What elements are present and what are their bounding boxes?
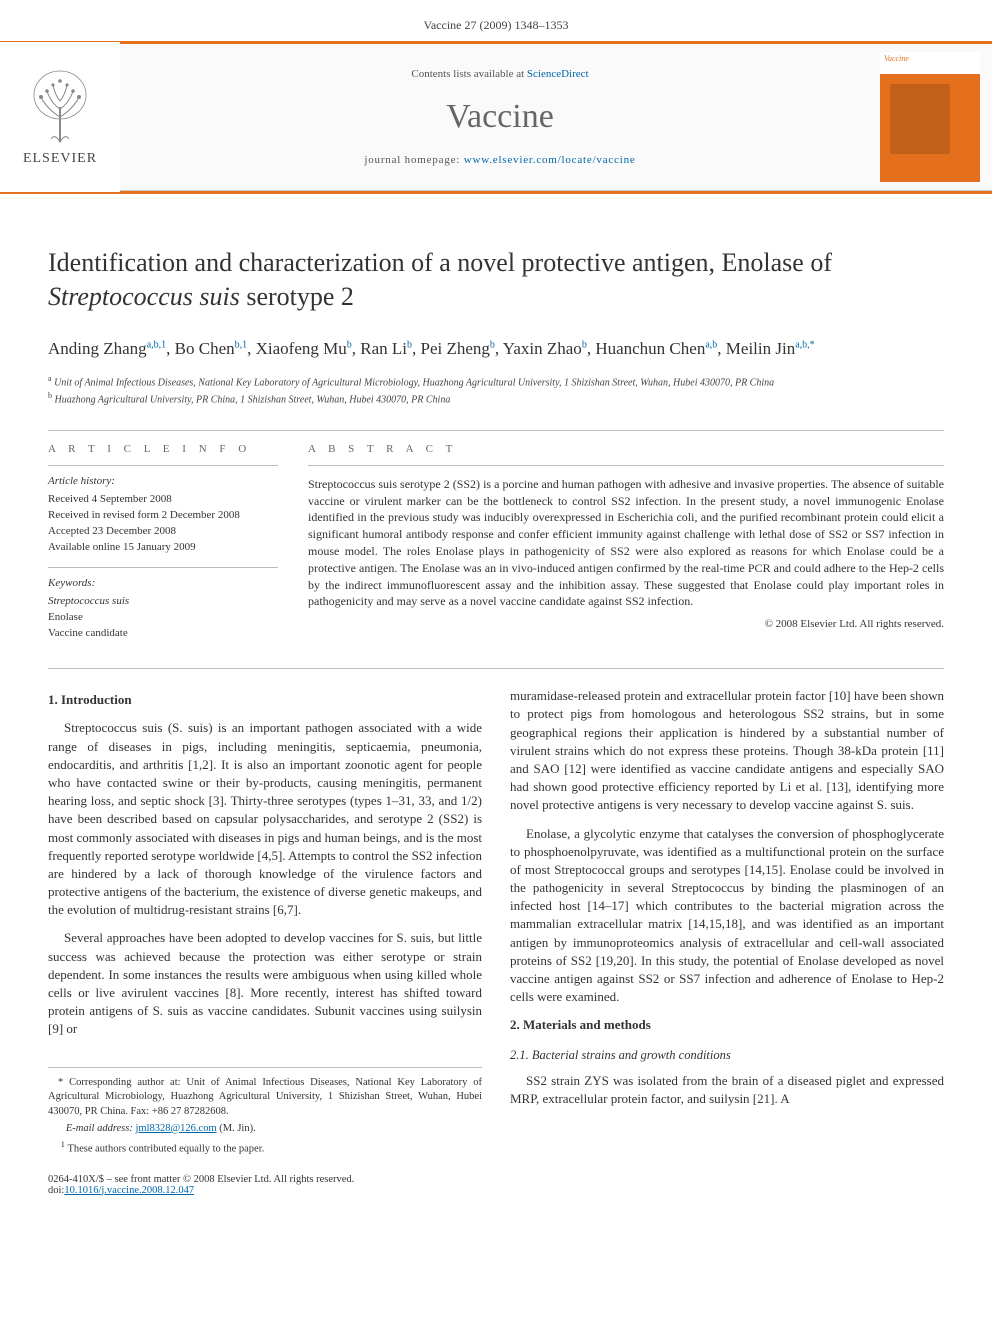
abstract-heading: A B S T R A C T <box>308 443 944 455</box>
article-title: Identification and characterization of a… <box>0 194 992 322</box>
abstract-copyright: © 2008 Elsevier Ltd. All rights reserved… <box>308 618 944 630</box>
author-name: Bo Chen <box>175 339 235 358</box>
author-aff: b <box>407 339 412 350</box>
column-right: muramidase-released protein and extracel… <box>510 687 944 1159</box>
equal-text: These authors contributed equally to the… <box>67 1144 264 1155</box>
info-rule <box>48 465 278 466</box>
col2-paragraph-2: Enolase, a glycolytic enzyme that cataly… <box>510 825 944 1007</box>
title-species-italic: Streptococcus suis <box>48 282 240 311</box>
author-name: Yaxin Zhao <box>503 339 582 358</box>
methods-paragraph-1: SS2 strain ZYS was isolated from the bra… <box>510 1072 944 1108</box>
abstract-block: A B S T R A C T Streptococcus suis serot… <box>308 443 944 654</box>
author-aff: b <box>582 339 587 350</box>
author: Yaxin Zhaob <box>503 339 587 358</box>
history-label: Article history: <box>48 474 278 490</box>
article-info-heading: A R T I C L E I N F O <box>48 443 278 455</box>
homepage-prefix: journal homepage: <box>364 154 463 166</box>
section-heading-introduction: 1. Introduction <box>48 691 482 709</box>
footnote-equal-contrib: 1 These authors contributed equally to t… <box>48 1138 482 1157</box>
author-name: Ran Li <box>360 339 407 358</box>
history-revised: Received in revised form 2 December 2008 <box>48 508 278 524</box>
keyword: Vaccine candidate <box>48 626 278 642</box>
affiliation-text: Unit of Animal Infectious Diseases, Nati… <box>54 377 774 388</box>
publisher-name: ELSEVIER <box>23 151 97 167</box>
footnote-corresponding: * Corresponding author at: Unit of Anima… <box>48 1076 482 1120</box>
rule-below-abstract <box>48 668 944 669</box>
col2-paragraph-1: muramidase-released protein and extracel… <box>510 687 944 814</box>
author-aff: b <box>490 339 495 350</box>
author: Xiaofeng Mub <box>256 339 352 358</box>
body-two-column: 1. Introduction Streptococcus suis (S. s… <box>0 687 992 1159</box>
contents-prefix: Contents lists available at <box>411 68 526 80</box>
doi-label: doi: <box>48 1185 64 1196</box>
author-aff: a,b <box>705 339 717 350</box>
info-rule <box>48 567 278 568</box>
article-info-block: A R T I C L E I N F O Article history: R… <box>48 443 278 654</box>
footnote-email: E-mail address: jml8328@126.com (M. Jin)… <box>48 1122 482 1137</box>
affiliation-b: b Huazhong Agricultural University, PR C… <box>48 390 944 407</box>
intro-paragraph-2: Several approaches have been adopted to … <box>48 929 482 1038</box>
keyword: Streptococcus suis <box>48 594 278 610</box>
journal-homepage-line: journal homepage: www.elsevier.com/locat… <box>120 154 880 166</box>
doi-link[interactable]: 10.1016/j.vaccine.2008.12.047 <box>64 1185 194 1196</box>
article-history: Article history: Received 4 September 20… <box>48 474 278 556</box>
footer-price-line: 0264-410X/$ – see front matter © 2008 El… <box>48 1174 944 1185</box>
affiliations: a Unit of Animal Infectious Diseases, Na… <box>0 367 992 418</box>
author: Huanchun Chena,b <box>595 339 717 358</box>
author: Meilin Jina,b,* <box>726 339 815 358</box>
author-name: Anding Zhang <box>48 339 147 358</box>
footer-doi-line: doi:10.1016/j.vaccine.2008.12.047 <box>48 1185 944 1196</box>
cover-image-placeholder <box>880 74 980 182</box>
running-head: Vaccine 27 (2009) 1348–1353 <box>0 0 992 41</box>
author-aff: b,1 <box>235 339 248 350</box>
keywords-label: Keywords: <box>48 576 278 592</box>
abstract-rule <box>308 465 944 466</box>
journal-title: Vaccine <box>120 98 880 136</box>
affiliation-text: Huazhong Agricultural University, PR Chi… <box>55 395 451 406</box>
history-accepted: Accepted 23 December 2008 <box>48 524 278 540</box>
author-name: Pei Zheng <box>421 339 490 358</box>
cover-label: Vaccine <box>880 52 980 74</box>
author-name: Huanchun Chen <box>595 339 705 358</box>
intro-paragraph-1: Streptococcus suis (S. suis) is an impor… <box>48 719 482 919</box>
subsection-heading-strains: 2.1. Bacterial strains and growth condit… <box>510 1047 944 1065</box>
author: Pei Zhengb <box>421 339 495 358</box>
journal-center-block: Contents lists available at ScienceDirec… <box>120 60 880 174</box>
keyword-text: Streptococcus suis <box>48 595 129 607</box>
author: Anding Zhanga,b,1 <box>48 339 166 358</box>
author-list: Anding Zhanga,b,1, Bo Chenb,1, Xiaofeng … <box>0 322 992 368</box>
publisher-logo: ELSEVIER <box>0 42 120 192</box>
author-aff: a,b,1 <box>147 339 166 350</box>
journal-cover-thumbnail: Vaccine <box>880 52 980 182</box>
section-heading-methods: 2. Materials and methods <box>510 1016 944 1034</box>
keyword: Enolase <box>48 610 278 626</box>
elsevier-tree-icon <box>25 67 95 147</box>
email-label: E-mail address: <box>66 1123 133 1134</box>
corresponding-email-link[interactable]: jml8328@126.com <box>135 1123 216 1134</box>
journal-masthead: ELSEVIER Contents lists available at Sci… <box>0 41 992 191</box>
author: Bo Chenb,1 <box>175 339 247 358</box>
footnotes-block: * Corresponding author at: Unit of Anima… <box>48 1067 482 1158</box>
author-name: Meilin Jin <box>726 339 795 358</box>
title-line-2-rest: serotype 2 <box>240 282 354 311</box>
title-line-1: Identification and characterization of a… <box>48 248 832 277</box>
affiliation-a: a Unit of Animal Infectious Diseases, Na… <box>48 373 944 390</box>
keywords-block: Keywords: Streptococcus suis Enolase Vac… <box>48 576 278 642</box>
author-aff: b <box>347 339 352 350</box>
author-name: Xiaofeng Mu <box>256 339 347 358</box>
column-left: 1. Introduction Streptococcus suis (S. s… <box>48 687 482 1159</box>
journal-homepage-link[interactable]: www.elsevier.com/locate/vaccine <box>464 154 636 166</box>
history-received: Received 4 September 2008 <box>48 492 278 508</box>
contents-available-line: Contents lists available at ScienceDirec… <box>120 68 880 80</box>
rule-above-info <box>48 430 944 431</box>
history-online: Available online 15 January 2009 <box>48 540 278 556</box>
abstract-text: Streptococcus suis serotype 2 (SS2) is a… <box>308 476 944 610</box>
email-author: (M. Jin). <box>219 1123 255 1134</box>
info-abstract-row: A R T I C L E I N F O Article history: R… <box>0 443 992 654</box>
author: Ran Lib <box>360 339 412 358</box>
sciencedirect-link[interactable]: ScienceDirect <box>527 68 589 80</box>
page-footer: 0264-410X/$ – see front matter © 2008 El… <box>0 1160 992 1220</box>
author-aff: a,b,* <box>795 339 814 350</box>
